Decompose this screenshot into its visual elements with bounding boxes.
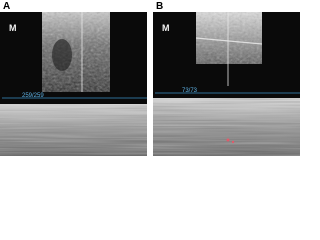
speckle <box>196 12 262 64</box>
panel-a: M 259/259 A <box>0 1 147 156</box>
panel-label: A <box>3 1 10 12</box>
marker <box>231 140 235 144</box>
dark-region <box>52 39 72 71</box>
m-mode-texture <box>153 98 300 156</box>
m-mode-texture <box>0 104 147 156</box>
page: {"panels": [{"label": "A", "logo": "M", … <box>0 0 300 156</box>
frame-counter: 259/259 <box>22 93 44 99</box>
figure: M 259/259 A M 73/73 B <box>0 1 300 156</box>
frame-counter: 73/73 <box>182 88 198 94</box>
panel-label: B <box>156 1 163 12</box>
marker <box>226 138 230 142</box>
pleural-line <box>195 37 263 45</box>
logo: M <box>9 23 17 33</box>
panel-b: M 73/73 B <box>153 1 300 156</box>
logo: M <box>162 23 170 33</box>
